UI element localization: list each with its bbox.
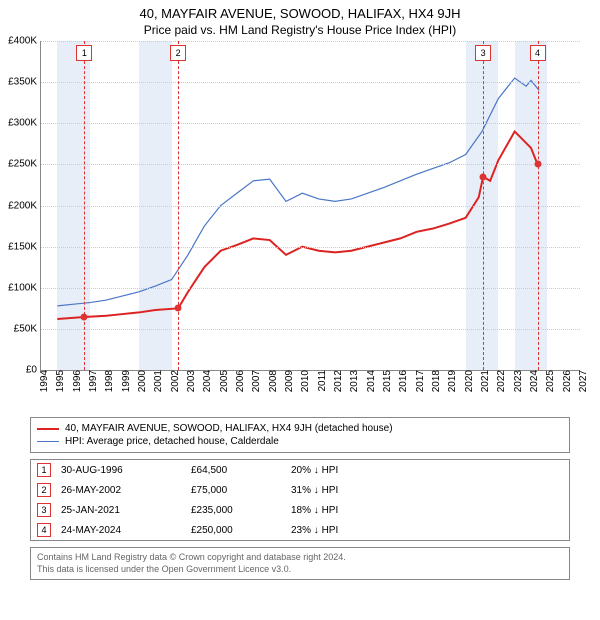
row-pct: 23% ↓ HPI [291,525,563,536]
row-price: £64,500 [191,465,281,476]
legend-swatch [37,428,59,430]
x-axis-label: 1999 [119,370,132,392]
marker-dot [81,313,88,320]
gridline [41,247,580,248]
y-axis-label: £400K [8,36,41,47]
marker-vline [178,41,179,370]
x-axis-label: 2011 [315,370,328,392]
y-axis-label: £300K [8,118,41,129]
y-axis-label: £150K [8,241,41,252]
x-axis-label: 2008 [266,370,279,392]
series-hpi [57,78,539,306]
chart-legend: 40, MAYFAIR AVENUE, SOWOOD, HALIFAX, HX4… [30,417,570,453]
row-price: £235,000 [191,505,281,516]
x-axis-label: 2002 [168,370,181,392]
x-axis-label: 2006 [233,370,246,392]
gridline [41,164,580,165]
gridline [41,288,580,289]
row-date: 26-MAY-2002 [61,485,181,496]
row-badge: 2 [37,483,51,497]
y-axis-label: £100K [8,282,41,293]
row-date: 24-MAY-2024 [61,525,181,536]
row-price: £250,000 [191,525,281,536]
x-axis-label: 2024 [527,370,540,392]
y-axis-label: £50K [14,323,41,334]
gridline [41,329,580,330]
x-axis-label: 1994 [37,370,50,392]
marker-vline [483,41,484,370]
x-axis-label: 2020 [462,370,475,392]
x-axis-label: 2000 [135,370,148,392]
x-axis-label: 2012 [331,370,344,392]
gridline [41,41,580,42]
table-row: 3 25-JAN-2021 £235,000 18% ↓ HPI [31,500,569,520]
x-axis-label: 2004 [200,370,213,392]
x-axis-label: 2010 [298,370,311,392]
legend-item: 40, MAYFAIR AVENUE, SOWOOD, HALIFAX, HX4… [37,422,563,435]
x-axis-label: 2019 [445,370,458,392]
marker-dot [534,161,541,168]
x-axis-label: 2015 [380,370,393,392]
marker-badge: 3 [475,45,491,61]
x-axis-label: 2025 [543,370,556,392]
row-date: 30-AUG-1996 [61,465,181,476]
row-pct: 18% ↓ HPI [291,505,563,516]
x-axis-label: 2027 [576,370,589,392]
attribution-footer: Contains HM Land Registry data © Crown c… [30,547,570,580]
row-price: £75,000 [191,485,281,496]
x-axis-label: 2018 [429,370,442,392]
marker-badge: 4 [530,45,546,61]
marker-badge: 2 [170,45,186,61]
marker-vline [84,41,85,370]
footer-text: Contains HM Land Registry data © Crown c… [37,552,563,564]
row-badge: 1 [37,463,51,477]
marker-dot [480,173,487,180]
x-axis-label: 2021 [478,370,491,392]
x-axis-label: 2026 [560,370,573,392]
table-row: 1 30-AUG-1996 £64,500 20% ↓ HPI [31,460,569,480]
x-axis-label: 2009 [282,370,295,392]
gridline [41,206,580,207]
markers-table: 1 30-AUG-1996 £64,500 20% ↓ HPI 2 26-MAY-2002… [30,459,570,541]
gridline [41,82,580,83]
row-pct: 20% ↓ HPI [291,465,563,476]
x-axis-label: 2016 [396,370,409,392]
x-axis-label: 2003 [184,370,197,392]
gridline [41,123,580,124]
x-axis-label: 2022 [494,370,507,392]
marker-badge: 1 [76,45,92,61]
series-property [57,131,537,319]
footer-text: This data is licensed under the Open Gov… [37,564,563,576]
table-row: 4 24-MAY-2024 £250,000 23% ↓ HPI [31,520,569,540]
y-axis-label: £350K [8,77,41,88]
row-badge: 3 [37,503,51,517]
legend-swatch [37,441,59,442]
row-badge: 4 [37,523,51,537]
row-date: 25-JAN-2021 [61,505,181,516]
x-axis-label: 1995 [53,370,66,392]
legend-item: HPI: Average price, detached house, Cald… [37,435,563,448]
y-axis-label: £200K [8,200,41,211]
legend-label: 40, MAYFAIR AVENUE, SOWOOD, HALIFAX, HX4… [65,423,393,434]
x-axis-label: 2001 [151,370,164,392]
x-axis-label: 2007 [249,370,262,392]
row-pct: 31% ↓ HPI [291,485,563,496]
marker-vline [538,41,539,370]
marker-dot [175,305,182,312]
legend-label: HPI: Average price, detached house, Cald… [65,436,279,447]
x-axis-label: 2013 [347,370,360,392]
x-axis-label: 1998 [102,370,115,392]
x-axis-label: 2023 [511,370,524,392]
y-axis-label: £250K [8,159,41,170]
x-axis-label: 1997 [86,370,99,392]
price-chart: £0£50K£100K£150K£200K£250K£300K£350K£400… [40,41,580,411]
page-title: 40, MAYFAIR AVENUE, SOWOOD, HALIFAX, HX4… [0,0,600,21]
x-axis-label: 2005 [217,370,230,392]
x-axis-label: 1996 [70,370,83,392]
x-axis-label: 2017 [413,370,426,392]
x-axis-label: 2014 [364,370,377,392]
page-subtitle: Price paid vs. HM Land Registry's House … [0,21,600,41]
table-row: 2 26-MAY-2002 £75,000 31% ↓ HPI [31,480,569,500]
